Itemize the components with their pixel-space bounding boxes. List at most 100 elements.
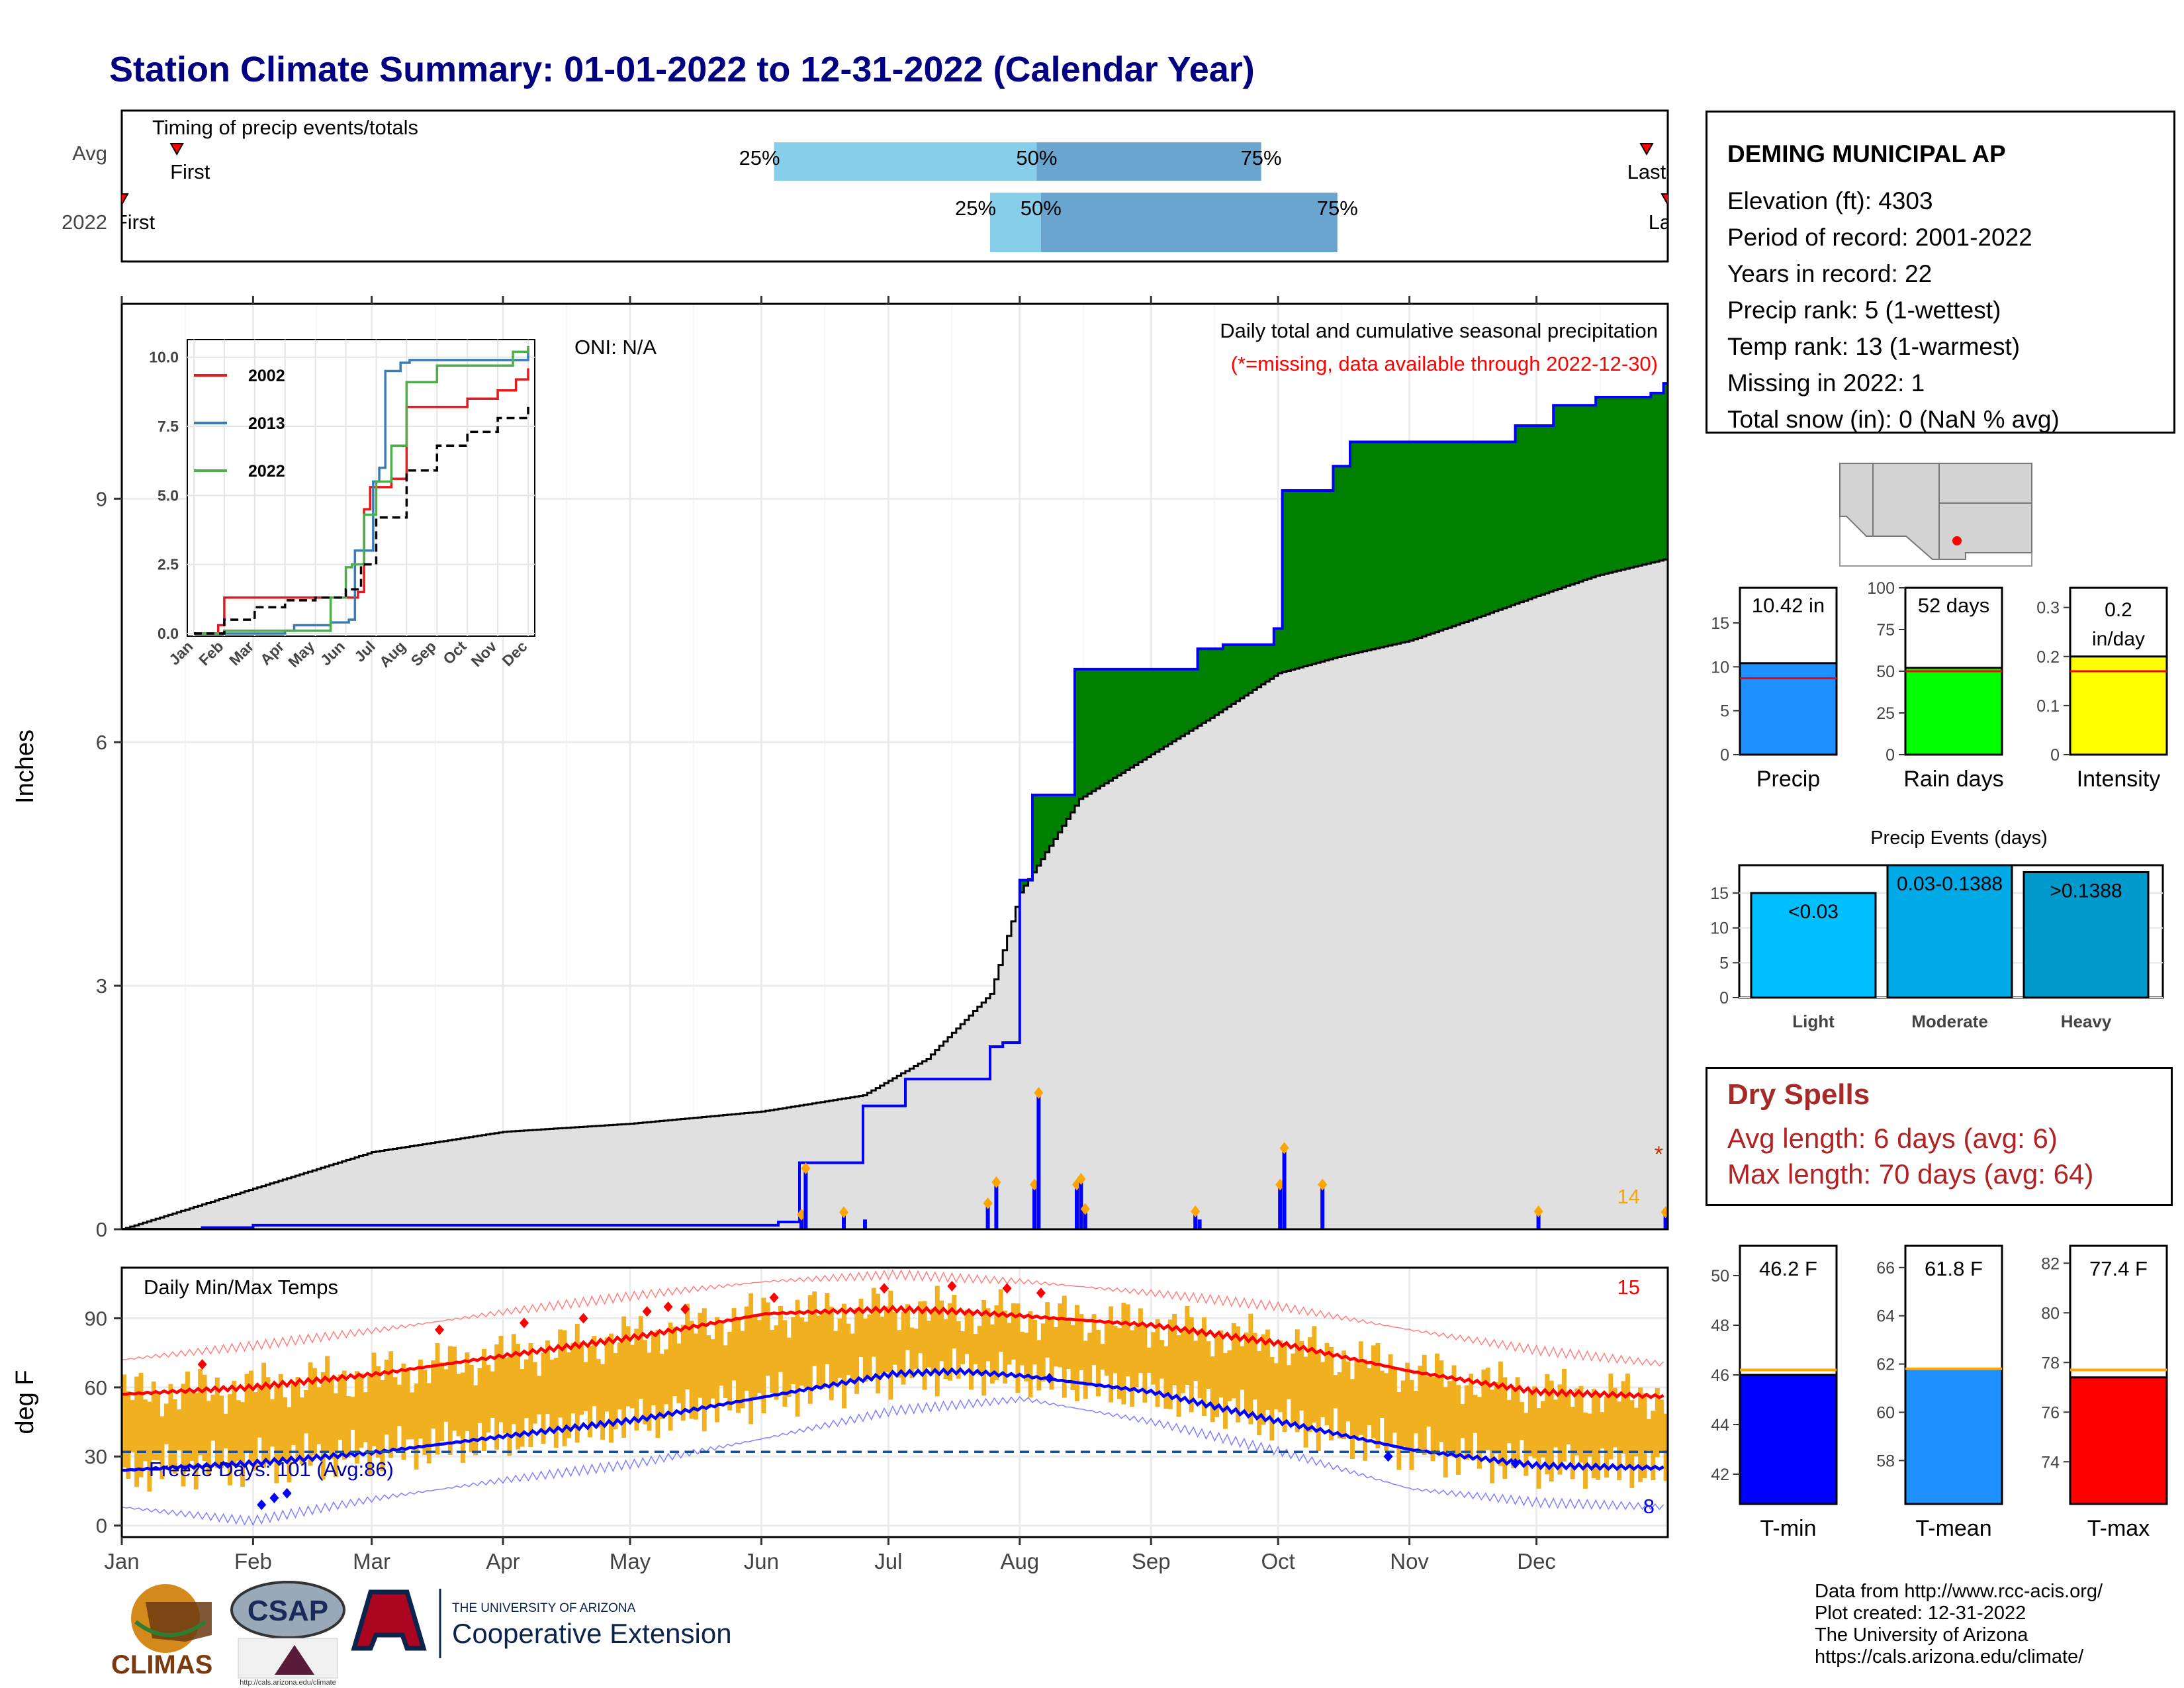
csap-url: http://cals.arizona.edu/climate — [240, 1679, 336, 1687]
temp-day-bar-86 — [482, 1348, 486, 1452]
cum-diff-305 — [1409, 442, 1414, 641]
month-label-Dec: Dec — [1517, 1549, 1556, 1573]
cum-diff-275 — [1282, 491, 1287, 673]
cum-diff-341 — [1562, 405, 1567, 588]
temp-day-bar-264 — [1236, 1326, 1241, 1423]
record-high-marker-8 — [880, 1283, 889, 1294]
cum-diff-311 — [1435, 442, 1439, 632]
cum-diff-258 — [1210, 649, 1215, 718]
dry-spells-panel: Dry Spells Avg length: 6 days (avg: 6) M… — [1706, 1067, 2173, 1206]
temp-day-bar-110 — [583, 1362, 588, 1411]
temp-day-bar-214 — [1024, 1333, 1029, 1382]
temp-day-bar-169 — [833, 1331, 839, 1385]
cum-diff-352 — [1608, 397, 1614, 573]
temp-day-bar-181 — [884, 1306, 889, 1372]
temp-day-bar-254 — [1193, 1340, 1199, 1381]
temp-day-bar-302 — [1396, 1391, 1402, 1470]
precip-y-axis: 0 3 6 9 — [96, 296, 1538, 1241]
temp-day-bar-73 — [426, 1383, 432, 1464]
temp-summary-value-1: 61.8 F — [1925, 1257, 1983, 1280]
cum-diff-259 — [1214, 649, 1220, 716]
timing-avg-last-label: Last — [1627, 160, 1666, 183]
station-years: Years in record: 22 — [1727, 260, 1933, 287]
daily-precip-bar-7 — [1036, 1092, 1041, 1229]
temp-day-bar-12 — [168, 1383, 173, 1468]
temp-day-bar-94 — [516, 1343, 521, 1450]
daily-precip-bar-11 — [1193, 1211, 1198, 1229]
temp-day-bar-190 — [922, 1301, 927, 1390]
daily-precip-marker-16 — [1533, 1205, 1543, 1218]
temp-day-bar-247 — [1163, 1346, 1169, 1409]
temp-day-bar-339 — [1553, 1399, 1559, 1448]
temp-day-bar-271 — [1265, 1329, 1270, 1411]
cum-diff-229 — [1087, 669, 1093, 794]
temp-day-bar-70 — [414, 1383, 419, 1470]
summary-value-1: 52 days — [1918, 594, 1990, 617]
cum-diff-304 — [1405, 442, 1410, 642]
cum-diff-223 — [1062, 794, 1067, 826]
cum-diff-313 — [1443, 442, 1448, 630]
temp-day-bar-246 — [1160, 1340, 1164, 1379]
climas-landscape-icon — [146, 1602, 212, 1642]
temp-day-bar-240 — [1134, 1326, 1139, 1387]
temp-day-bar-310 — [1430, 1377, 1435, 1462]
temp-day-bar-323 — [1485, 1368, 1490, 1450]
temp-day-bar-21 — [206, 1401, 211, 1476]
temp-day-bar-191 — [927, 1321, 931, 1368]
temp-day-bar-251 — [1181, 1329, 1185, 1393]
temp-day-bar-1 — [122, 1374, 126, 1468]
temp-day-bar-177 — [867, 1314, 872, 1378]
temp-day-bar-13 — [172, 1399, 177, 1474]
temp-day-bar-276 — [1287, 1365, 1291, 1399]
cum-diff-328 — [1506, 442, 1512, 607]
record-high-count: 15 — [1617, 1276, 1640, 1299]
cum-diff-246 — [1160, 669, 1164, 749]
temp-day-bar-34 — [261, 1362, 267, 1468]
cum-diff-238 — [1125, 669, 1130, 771]
dry-spells-max: Max length: 70 days (avg: 64) — [1727, 1158, 2094, 1190]
cum-diff-364 — [1659, 393, 1664, 561]
cum-diff-286 — [1329, 491, 1334, 659]
cum-diff-240 — [1134, 669, 1139, 765]
precip-frame — [120, 303, 1669, 1231]
cum-diff-270 — [1261, 645, 1266, 684]
temp-day-bar-201 — [969, 1310, 974, 1390]
cum-diff-363 — [1655, 393, 1660, 562]
record-tmin-line — [122, 1395, 1664, 1526]
cum-diff-302 — [1396, 442, 1402, 644]
temp-day-bar-236 — [1117, 1328, 1122, 1399]
daily-precip-bar-9 — [1079, 1178, 1083, 1229]
timing-avg-q1-bar — [774, 142, 1037, 181]
precip-areas — [122, 382, 1668, 1229]
cum-diff-325 — [1494, 442, 1499, 612]
station-elevation: Elevation (ft): 4303 — [1727, 187, 1933, 214]
temp-summary-bar-T-min — [1739, 1374, 1838, 1505]
temp-day-bar-346 — [1583, 1412, 1588, 1489]
temp-day-bar-248 — [1167, 1319, 1173, 1409]
cum-diff-271 — [1265, 645, 1270, 682]
temp-day-bar-352 — [1608, 1373, 1614, 1460]
temp-day-bar-349 — [1596, 1393, 1601, 1480]
temp-day-bar-151 — [757, 1320, 762, 1393]
cum-diff-282 — [1312, 491, 1317, 664]
temp-day-bar-330 — [1515, 1377, 1520, 1462]
temp-day-bar-119 — [621, 1316, 627, 1438]
temp-day-bar-83 — [469, 1364, 474, 1452]
temp-day-bar-10 — [159, 1416, 165, 1479]
avg-tmin-line — [122, 1367, 1664, 1472]
avg-tmax-line — [122, 1305, 1664, 1399]
temp-day-bar-27 — [232, 1380, 237, 1466]
summary-ytick-label-1-1: 25 — [1876, 704, 1895, 723]
temp-day-bar-135 — [689, 1321, 694, 1419]
temp-day-bar-321 — [1477, 1397, 1482, 1469]
summary-ytick-label-2-0: 0 — [2050, 746, 2060, 765]
credits: Data from http://www.rcc-acis.org/ Plot … — [1815, 1581, 2103, 1668]
temp-day-bar-124 — [643, 1340, 648, 1425]
record-high-marker-11 — [1036, 1288, 1046, 1299]
temp-day-bar-89 — [494, 1344, 500, 1450]
ua-small-text: THE UNIVERSITY OF ARIZONA — [452, 1601, 636, 1615]
record-high-marker-2 — [520, 1317, 529, 1329]
temp-day-bar-144 — [727, 1331, 733, 1411]
temp-day-bar-359 — [1638, 1387, 1643, 1482]
